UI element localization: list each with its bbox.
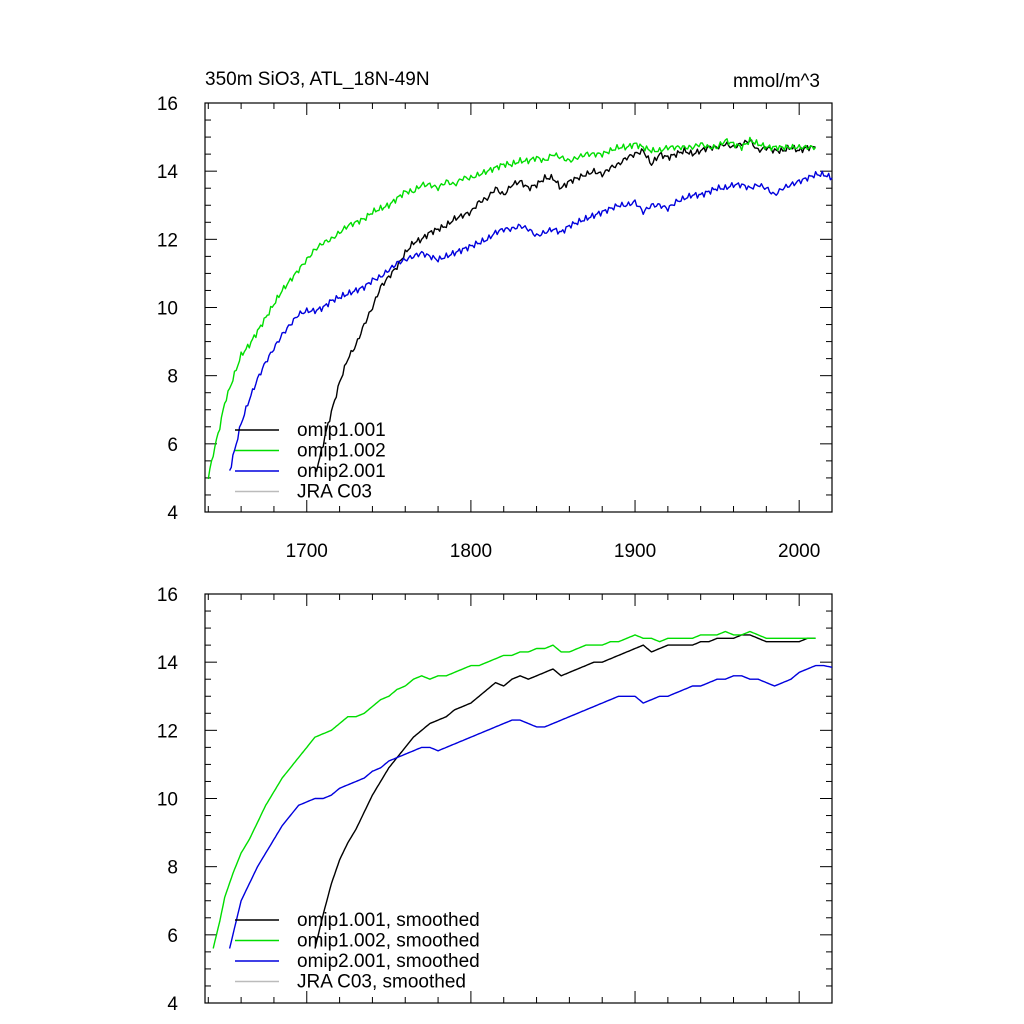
x-tick-label: 1800 (450, 541, 492, 562)
series-line-2 (228, 170, 833, 471)
legend-label-2: omip2.001 (297, 461, 386, 482)
legend-label-3: JRA C03, smoothed (297, 972, 466, 993)
legend-label-1: omip1.002, smoothed (297, 931, 480, 952)
y-tick-label: 4 (167, 503, 178, 524)
y-tick-label: 10 (157, 299, 178, 320)
x-tick-label: 1900 (614, 541, 656, 562)
legend-label-1: omip1.002 (297, 441, 386, 462)
y-tick-label: 10 (157, 790, 178, 811)
legend-label-0: omip1.001, smoothed (297, 910, 480, 931)
legend-label-0: omip1.001 (297, 420, 386, 441)
legend-label-3: JRA C03 (297, 482, 372, 503)
y-tick-label: 8 (167, 367, 178, 388)
series-line-1 (212, 630, 816, 949)
y-tick-label: 14 (157, 162, 179, 183)
y-tick-label: 4 (167, 994, 178, 1015)
bottom-panel: 4 6 8 10 12 14 16 omip1.001, smoothedomip1.002,… (157, 585, 833, 1015)
x-tick-label: 1700 (286, 541, 328, 562)
y-tick-label: 8 (167, 858, 178, 879)
y-tick-label: 16 (157, 585, 178, 606)
units-label: mmol/m^3 (733, 71, 820, 92)
legend-label-2: omip2.001, smoothed (297, 951, 480, 972)
y-tick-label: 12 (157, 721, 178, 742)
y-tick-label: 16 (157, 94, 178, 115)
y-tick-label: 6 (167, 926, 178, 947)
chart-title: 350m SiO3, ATL_18N-49N (205, 69, 430, 90)
series-line-0 (314, 634, 816, 949)
series-line-1 (207, 136, 817, 480)
y-tick-label: 12 (157, 230, 178, 251)
series-line-2 (228, 664, 833, 949)
y-tick-label: 6 (167, 435, 178, 456)
y-tick-label: 14 (157, 653, 179, 674)
series-line-0 (314, 139, 816, 472)
x-tick-label: 2000 (778, 541, 820, 562)
